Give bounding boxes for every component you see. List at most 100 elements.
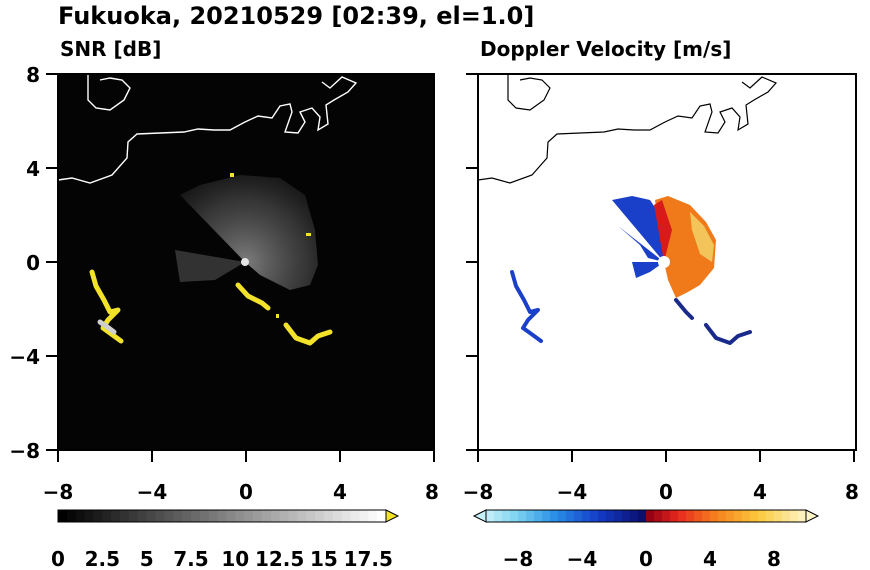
- doppler-colorbar-segment: [782, 510, 791, 522]
- snr-colorbar-segment: [341, 510, 352, 522]
- snr-echo-south: [235, 282, 333, 346]
- doppler-colorbar-segment: [718, 510, 727, 522]
- doppler-colorbar-tick-label: 0: [639, 547, 653, 570]
- snr-colorbar-segment: [66, 510, 77, 522]
- doppler-y-tick-marks: [466, 73, 478, 451]
- snr-colorbar-tick-label: 5: [140, 547, 154, 570]
- doppler-colorbar-segment: [678, 510, 687, 522]
- doppler-colorbar-frame: [485, 509, 807, 523]
- snr-colorbar-segment: [146, 510, 157, 522]
- snr-colorbar-segment: [58, 510, 68, 522]
- doppler-colorbar-tick-label: 8: [767, 547, 781, 570]
- radar-site-marker: [241, 258, 249, 266]
- doppler-colorbar-segment: [574, 510, 583, 522]
- doppler-colorbar-segment: [750, 510, 759, 522]
- snr-y-tick-marks: [46, 73, 58, 451]
- doppler-x-tick-label: 8: [845, 480, 859, 504]
- snr-colorbar-segment: [128, 510, 139, 522]
- snr-colorbar-segment: [253, 510, 263, 522]
- snr-colorbar-segment: [111, 510, 121, 522]
- snr-colorbar-segment: [297, 510, 307, 522]
- doppler-colorbar-segment: [518, 510, 527, 522]
- snr-colorbar-tick-label: 15: [310, 547, 338, 570]
- doppler-radar-site: [658, 256, 670, 268]
- doppler-colorbar-segment: [614, 510, 623, 522]
- doppler-x-tick-label: −4: [557, 480, 588, 504]
- doppler-colorbar-segment: [774, 510, 783, 522]
- snr-colorbar-segment: [332, 510, 343, 522]
- doppler-colorbar-segment: [582, 510, 591, 522]
- snr-colorbar-segment: [226, 510, 236, 522]
- snr-colorbar-segment: [377, 510, 387, 522]
- snr-colorbar-segment: [368, 510, 378, 522]
- figure-title: Fukuoka, 20210529 [02:39, el=1.0]: [58, 2, 534, 30]
- snr-colorbar-segment: [199, 510, 210, 522]
- snr-panel-title: SNR [dB]: [60, 37, 161, 61]
- snr-clutter-fan-west: [175, 250, 245, 282]
- snr-colorbar-segment: [208, 510, 219, 522]
- doppler-colorbar-extend-max: [805, 509, 820, 523]
- snr-colorbar-segment: [359, 510, 369, 522]
- snr-colorbar-segment: [350, 510, 360, 522]
- snr-colorbar-segment: [235, 510, 245, 522]
- snr-colorbar: [57, 509, 400, 523]
- doppler-colorbar-segment: [646, 510, 655, 522]
- snr-colorbar-tick-label: 12.5: [255, 547, 304, 570]
- snr-colorbar-ticks: 0 2.5 5 7.5 10 12.5 15 17.5: [51, 547, 393, 570]
- doppler-colorbar-segment: [622, 510, 631, 522]
- snr-colorbar-tick-label: 17.5: [344, 547, 393, 570]
- snr-colorbar-segment: [190, 510, 201, 522]
- doppler-colorbar-segment: [734, 510, 743, 522]
- doppler-colorbar-segment: [694, 510, 703, 522]
- doppler-colorbar-segment: [758, 510, 767, 522]
- snr-colorbar-segment: [323, 510, 334, 522]
- doppler-colorbar-segment: [742, 510, 751, 522]
- doppler-colorbar-segment: [702, 510, 711, 522]
- snr-colorbar-tick-label: 2.5: [85, 547, 120, 570]
- doppler-colorbar-segment: [526, 510, 535, 522]
- snr-colorbar-segment: [261, 510, 272, 522]
- doppler-echo-south: [674, 298, 752, 345]
- snr-x-tick-marks: [57, 450, 435, 462]
- doppler-x-tick-marks: [477, 450, 855, 462]
- snr-echo-southwest-gray: [97, 319, 117, 335]
- doppler-receding-sector: [655, 196, 716, 298]
- snr-colorbar-segment: [164, 510, 174, 522]
- doppler-colorbar-segment: [542, 510, 551, 522]
- snr-colorbar-segment: [93, 510, 103, 522]
- snr-x-tick-label: 8: [425, 480, 439, 504]
- doppler-colorbar-segment: [534, 510, 543, 522]
- snr-colorbar-segment: [75, 510, 86, 522]
- doppler-colorbar: [472, 509, 820, 523]
- snr-x-tick-label: 4: [333, 480, 347, 504]
- snr-colorbar-segment: [306, 510, 316, 522]
- snr-colorbar-segment: [244, 510, 254, 522]
- snr-colorbar-segment: [102, 510, 112, 522]
- doppler-colorbar-segment: [654, 510, 663, 522]
- doppler-colorbar-segment: [598, 510, 607, 522]
- snr-colorbar-segment: [288, 510, 298, 522]
- doppler-colorbar-segment: [766, 510, 775, 522]
- snr-y-tick-label: −4: [9, 345, 40, 369]
- snr-colorbar-segment: [279, 510, 289, 522]
- snr-colorbar-tick-label: 0: [51, 547, 65, 570]
- doppler-echo-southwest: [510, 270, 543, 343]
- doppler-colorbar-tick-label: −8: [503, 547, 534, 570]
- doppler-colorbar-segment: [510, 510, 519, 522]
- doppler-colorbar-segment: [798, 510, 807, 522]
- doppler-fan-edge: [690, 212, 714, 262]
- snr-colorbar-extend-max: [385, 509, 400, 523]
- doppler-colorbar-tick-label: −4: [567, 547, 598, 570]
- snr-colorbar-tick-label: 7.5: [173, 547, 208, 570]
- doppler-colorbar-tick-label: 4: [703, 547, 717, 570]
- snr-y-tick-label: 8: [26, 63, 40, 87]
- doppler-x-tick-label: 0: [659, 480, 673, 504]
- doppler-coastline: [478, 74, 778, 184]
- doppler-colorbar-segment: [670, 510, 679, 522]
- snr-y-tick-label: 4: [26, 157, 40, 181]
- snr-colorbar-segment: [137, 510, 148, 522]
- doppler-x-tick-label: 4: [753, 480, 767, 504]
- snr-colorbar-tick-label: 10: [221, 547, 249, 570]
- snr-colorbar-segment: [120, 510, 130, 522]
